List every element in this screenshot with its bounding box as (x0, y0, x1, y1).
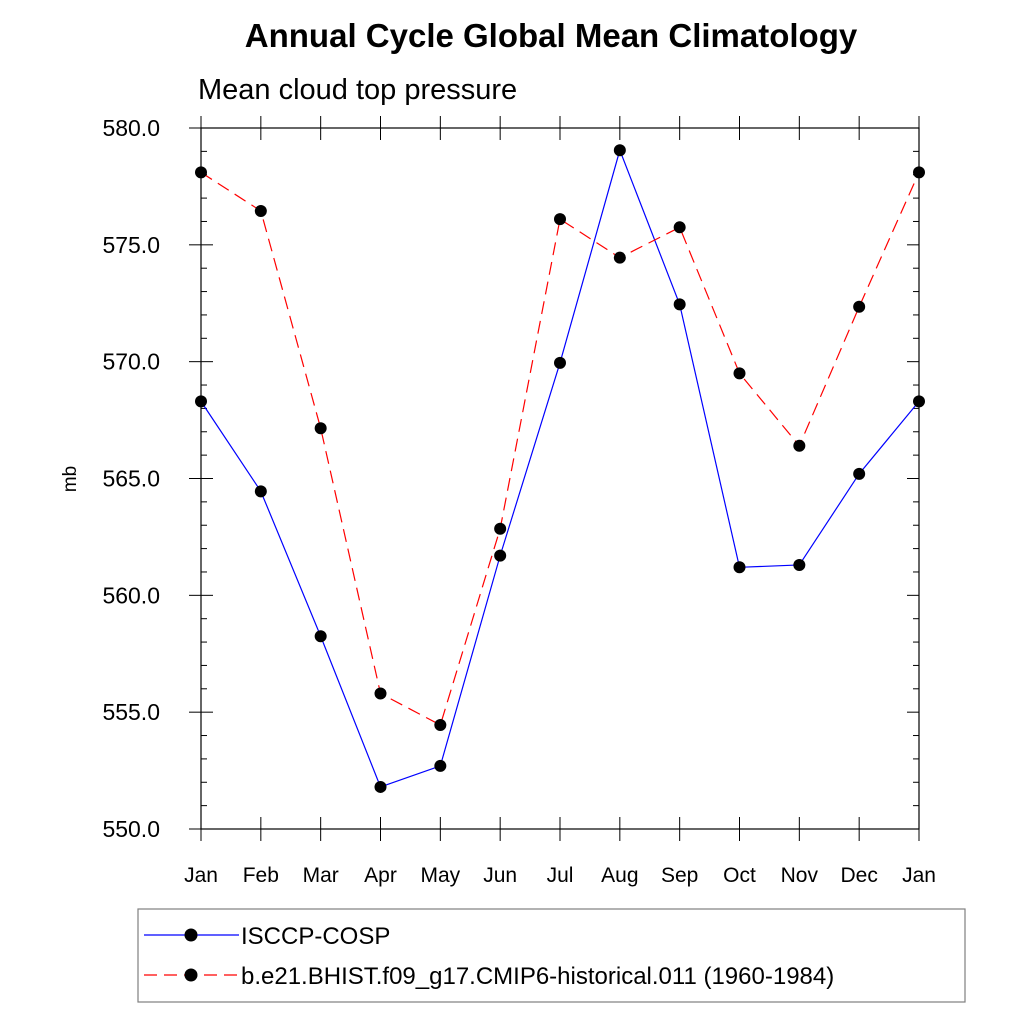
x-tick-label: May (420, 864, 460, 887)
axis-ticks (189, 116, 920, 841)
data-point-s0-5 (494, 549, 507, 562)
x-tick-label: Dec (840, 864, 877, 887)
y-tick-label: 575.0 (102, 232, 160, 258)
data-point-s0-10 (793, 558, 806, 571)
x-tick-label: Sep (661, 864, 698, 887)
chart-title: Annual Cycle Global Mean Climatology (245, 17, 858, 54)
data-point-s1-1 (254, 204, 267, 217)
y-tick-labels: 550.0 555.0 560.0 565.0 570.0 575.0 580.0 (102, 115, 160, 842)
data-point-s1-11 (853, 300, 866, 313)
data-point-s0-3 (374, 780, 387, 793)
data-point-s1-7 (613, 251, 626, 264)
data-point-s0-8 (673, 298, 686, 311)
x-tick-label: Apr (364, 864, 397, 887)
data-point-s0-9 (733, 561, 746, 574)
data-point-s1-9 (733, 367, 746, 380)
x-tick-label: Jun (483, 864, 517, 887)
y-tick-label: 550.0 (102, 816, 160, 842)
x-tick-label: Aug (601, 864, 638, 887)
data-point-s1-10 (793, 439, 806, 452)
data-point-s1-6 (554, 213, 566, 226)
y-axis-label: mb (60, 466, 81, 492)
data-point-s1-5 (494, 522, 507, 535)
x-tick-label: Jan (902, 864, 936, 887)
x-tick-label: Mar (303, 864, 339, 887)
legend-marker-isccp (184, 928, 198, 942)
data-point-s1-4 (434, 719, 447, 732)
data-point-s0-11 (853, 467, 866, 480)
series-lines (200, 148, 920, 788)
data-point-s0-4 (434, 759, 447, 772)
data-point-s0-7 (613, 144, 626, 157)
y-tick-label: 580.0 (102, 115, 160, 141)
y-tick-label: 555.0 (102, 699, 160, 725)
y-tick-label: 570.0 (102, 349, 160, 375)
legend-label-isccp: ISCCP-COSP (241, 923, 390, 950)
data-point-s1-8 (673, 221, 686, 234)
data-point-s0-2 (314, 630, 327, 643)
series-markers (195, 144, 925, 793)
data-point-s1-2 (314, 422, 327, 435)
data-point-s0-6 (554, 356, 566, 369)
y-tick-label: 565.0 (102, 466, 160, 492)
x-tick-label: Feb (243, 864, 279, 887)
chart-subtitle: Mean cloud top pressure (198, 74, 517, 106)
data-point-s1-3 (374, 687, 387, 700)
x-tick-label: Oct (723, 864, 756, 887)
legend-box (137, 908, 966, 1003)
plot-area-frame (200, 127, 920, 830)
x-tick-label: Jan (184, 864, 218, 887)
legend: ISCCP-COSP b.e21.BHIST.f09_g17.CMIP6-his… (137, 908, 966, 1003)
legend-label-cesm: b.e21.BHIST.f09_g17.CMIP6-historical.011… (241, 963, 834, 990)
x-tick-labels: Jan Feb Mar Apr May Jun Jul Aug Sep Oct Nov Dec Jan (184, 864, 936, 887)
data-point-s0-1 (254, 485, 267, 498)
x-tick-label: Nov (781, 864, 819, 887)
series-line-0 (200, 148, 920, 788)
legend-marker-cesm (184, 968, 198, 982)
x-tick-label: Jul (547, 864, 574, 887)
y-tick-label: 560.0 (102, 582, 160, 608)
series-line-1 (200, 171, 920, 726)
